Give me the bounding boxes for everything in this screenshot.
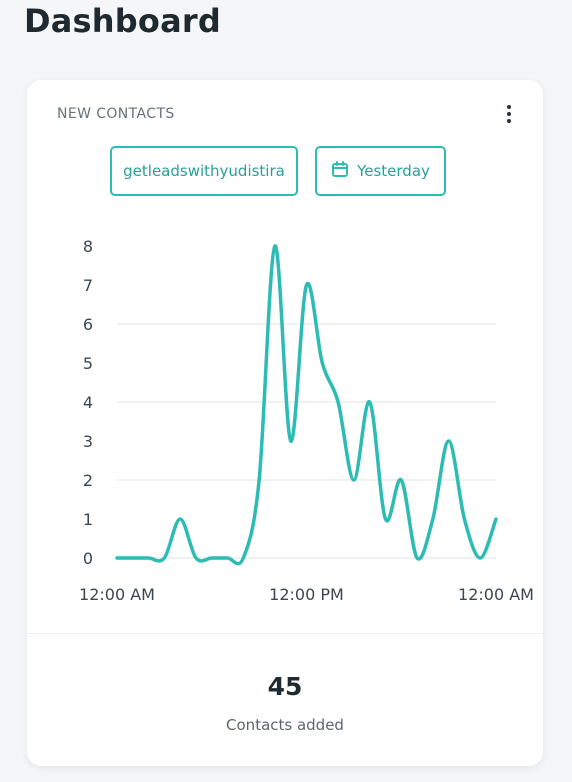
series-line [115, 244, 498, 566]
y-tick-label: 1 [83, 510, 93, 529]
y-tick-label: 2 [83, 471, 93, 490]
card-title: NEW CONTACTS [57, 106, 175, 122]
date-filter-label: Yesterday [357, 162, 430, 180]
x-tick-label: 12:00 AM [458, 585, 534, 604]
y-tick-label: 7 [83, 276, 93, 295]
y-tick-label: 6 [83, 315, 93, 334]
calendar-icon [331, 160, 349, 182]
new-contacts-card: NEW CONTACTS getleadswithyudistira Yeste… [27, 80, 543, 766]
contacts-added-label: Contacts added [226, 716, 344, 734]
menu-dot [507, 112, 511, 116]
x-tick-label: 12:00 PM [269, 585, 344, 604]
contacts-added-count: 45 [267, 672, 303, 701]
line-chart: 0 1 2 3 4 5 6 7 8 12:00 AM 12:00 PM 12:00 AM [79, 237, 534, 604]
y-tick-label: 3 [83, 432, 93, 451]
y-tick-label: 0 [83, 549, 93, 568]
menu-dot [507, 105, 511, 109]
card-divider [27, 633, 543, 634]
y-tick-label: 4 [83, 393, 93, 412]
x-tick-label: 12:00 AM [79, 585, 155, 604]
new-contacts-chart: 0 1 2 3 4 5 6 7 8 12:00 AM 12:00 PM 12:00 AM [27, 230, 543, 620]
date-filter-button[interactable]: Yesterday [315, 146, 446, 196]
y-tick-label: 5 [83, 354, 93, 373]
account-filter-label: getleadswithyudistira [123, 162, 285, 180]
more-vertical-icon[interactable] [497, 100, 521, 128]
y-tick-label: 8 [83, 237, 93, 256]
account-filter-button[interactable]: getleadswithyudistira [110, 146, 298, 196]
page-title: Dashboard [24, 2, 221, 40]
menu-dot [507, 119, 511, 123]
